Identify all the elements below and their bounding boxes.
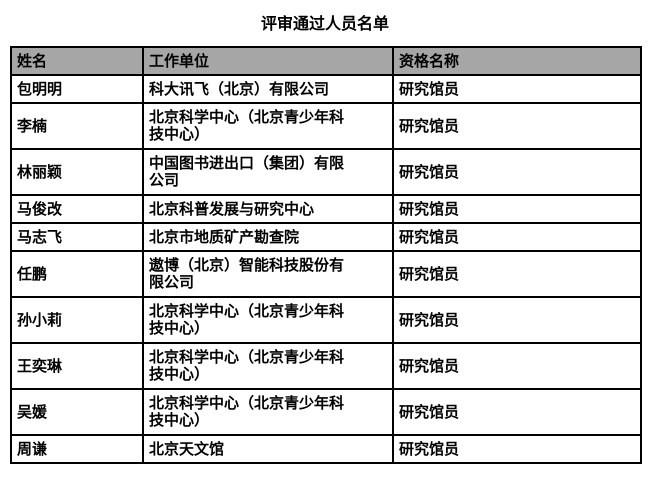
cell-unit-text: 科大讯飞（北京）有限公司 xyxy=(149,80,330,98)
cell-unit-text: 北京科学中心（北京青少年科技中心） xyxy=(149,395,345,429)
cell-qualification-text: 研究馆员 xyxy=(399,357,460,375)
cell-qualification-text: 研究馆员 xyxy=(399,228,460,246)
cell-name-text: 任鹏 xyxy=(17,265,48,283)
cell-unit-text: 北京市地质矿产勘查院 xyxy=(149,228,300,246)
cell-qualification-text: 研究馆员 xyxy=(399,311,460,329)
table-header-row: 姓名 工作单位 资格名称 xyxy=(10,46,642,76)
table-row: 马俊改 北京科普发展与研究中心 研究馆员 xyxy=(10,194,642,224)
cell-unit: 北京科学中心（北京青少年科技中心） xyxy=(142,388,394,436)
table-row: 马志飞 北京市地质矿产勘查院 研究馆员 xyxy=(10,222,642,252)
cell-qualification: 研究馆员 xyxy=(392,388,642,436)
cell-unit: 中国图书进出口（集团）有限公司 xyxy=(142,148,394,196)
cell-unit: 北京天文馆 xyxy=(142,434,394,464)
cell-name: 马俊改 xyxy=(10,194,144,224)
cell-unit-text: 北京科学中心（北京青少年科技中心） xyxy=(149,303,345,337)
cell-qualification: 研究馆员 xyxy=(392,102,642,150)
cell-name: 林丽颖 xyxy=(10,148,144,196)
cell-name-text: 吴媛 xyxy=(17,403,48,421)
table-row: 周谦 北京天文馆 研究馆员 xyxy=(10,434,642,464)
cell-unit: 北京科学中心（北京青少年科技中心） xyxy=(142,296,394,344)
table-row: 包明明 科大讯飞（北京）有限公司 研究馆员 xyxy=(10,74,642,104)
cell-qualification: 研究馆员 xyxy=(392,148,642,196)
cell-name: 孙小莉 xyxy=(10,296,144,344)
cell-qualification-text: 研究馆员 xyxy=(399,265,460,283)
cell-name-text: 孙小莉 xyxy=(17,311,63,329)
cell-unit: 科大讯飞（北京）有限公司 xyxy=(142,74,394,104)
table-row: 孙小莉 北京科学中心（北京青少年科技中心） 研究馆员 xyxy=(10,296,642,344)
cell-unit-text: 中国图书进出口（集团）有限公司 xyxy=(149,155,345,189)
cell-qualification-text: 研究馆员 xyxy=(399,403,460,421)
cell-qualification-text: 研究馆员 xyxy=(399,117,460,135)
cell-name: 王奕琳 xyxy=(10,342,144,390)
cell-unit: 北京科学中心（北京青少年科技中心） xyxy=(142,102,394,150)
cell-name-text: 林丽颖 xyxy=(17,163,63,181)
cell-qualification: 研究馆员 xyxy=(392,74,642,104)
table-row: 林丽颖 中国图书进出口（集团）有限公司 研究馆员 xyxy=(10,148,642,196)
cell-qualification-text: 研究馆员 xyxy=(399,80,460,98)
cell-name: 吴媛 xyxy=(10,388,144,436)
cell-name-text: 李楠 xyxy=(17,117,48,135)
cell-name: 周谦 xyxy=(10,434,144,464)
personnel-table: 姓名 工作单位 资格名称 包明明 科大讯飞（北京）有限公司 研究馆员 李楠 北京科学中心… xyxy=(10,46,642,464)
cell-name-text: 包明明 xyxy=(17,80,63,98)
cell-name: 马志飞 xyxy=(10,222,144,252)
cell-unit-text: 北京天文馆 xyxy=(149,440,225,458)
table-row: 任鹏 遨博（北京）智能科技股份有限公司 研究馆员 xyxy=(10,250,642,298)
cell-qualification: 研究馆员 xyxy=(392,342,642,390)
cell-name: 包明明 xyxy=(10,74,144,104)
cell-qualification: 研究馆员 xyxy=(392,194,642,224)
cell-unit: 北京科普发展与研究中心 xyxy=(142,194,394,224)
cell-name-text: 马俊改 xyxy=(17,200,63,218)
cell-name-text: 王奕琳 xyxy=(17,357,63,375)
cell-qualification: 研究馆员 xyxy=(392,296,642,344)
cell-qualification-text: 研究馆员 xyxy=(399,200,460,218)
page-title: 评审通过人员名单 xyxy=(260,16,389,33)
cell-qualification-text: 研究馆员 xyxy=(399,440,460,458)
cell-qualification: 研究馆员 xyxy=(392,222,642,252)
cell-unit-text: 遨博（北京）智能科技股份有限公司 xyxy=(149,257,345,291)
cell-unit-text: 北京科普发展与研究中心 xyxy=(149,200,315,218)
cell-unit: 遨博（北京）智能科技股份有限公司 xyxy=(142,250,394,298)
column-header-unit: 工作单位 xyxy=(142,46,394,76)
cell-qualification: 研究馆员 xyxy=(392,250,642,298)
column-header-qualification: 资格名称 xyxy=(392,46,642,76)
cell-qualification: 研究馆员 xyxy=(392,434,642,464)
cell-name-text: 周谦 xyxy=(17,440,48,458)
cell-name: 任鹏 xyxy=(10,250,144,298)
table-row: 吴媛 北京科学中心（北京青少年科技中心） 研究馆员 xyxy=(10,388,642,436)
cell-name: 李楠 xyxy=(10,102,144,150)
table-row: 李楠 北京科学中心（北京青少年科技中心） 研究馆员 xyxy=(10,102,642,150)
cell-unit-text: 北京科学中心（北京青少年科技中心） xyxy=(149,109,345,143)
column-header-name: 姓名 xyxy=(10,46,144,76)
table-row: 王奕琳 北京科学中心（北京青少年科技中心） 研究馆员 xyxy=(10,342,642,390)
cell-name-text: 马志飞 xyxy=(17,228,63,246)
cell-unit-text: 北京科学中心（北京青少年科技中心） xyxy=(149,349,345,383)
cell-unit: 北京科学中心（北京青少年科技中心） xyxy=(142,342,394,390)
cell-unit: 北京市地质矿产勘查院 xyxy=(142,222,394,252)
cell-qualification-text: 研究馆员 xyxy=(399,163,460,181)
